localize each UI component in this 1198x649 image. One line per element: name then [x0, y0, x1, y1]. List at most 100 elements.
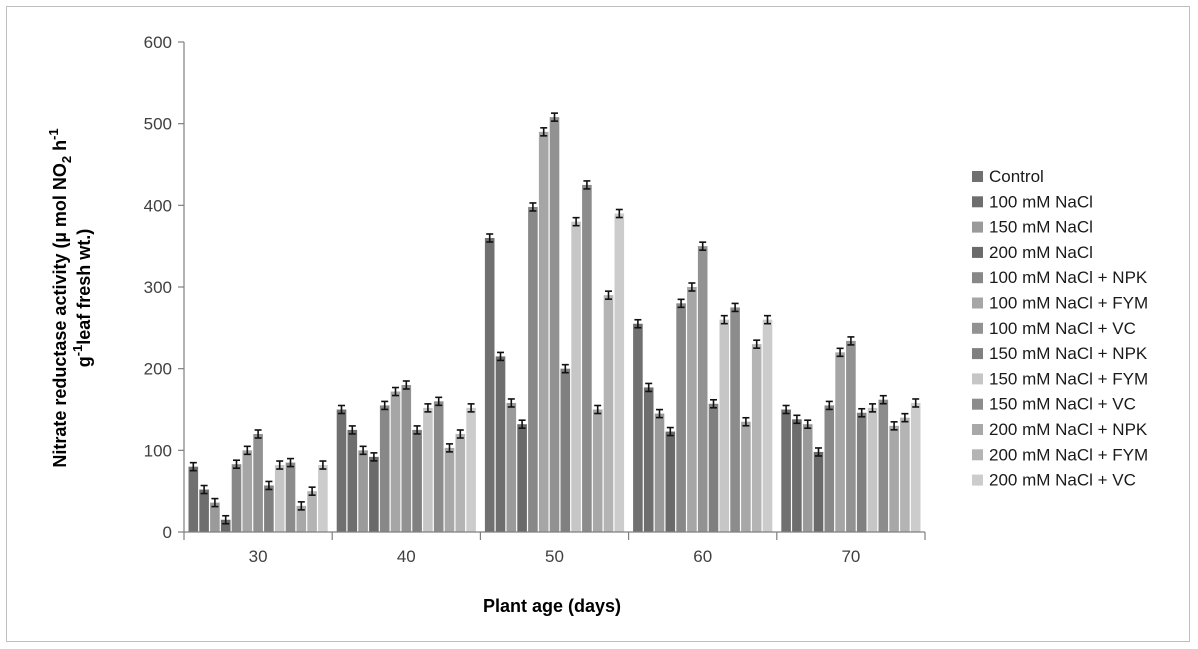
bar [199, 489, 209, 532]
bar [231, 464, 242, 532]
legend-label: 100 mM NaCl + FYM [989, 294, 1148, 313]
bar [762, 319, 773, 532]
error-bar [858, 407, 866, 418]
legend-swatch [972, 221, 983, 233]
error-bar [869, 403, 876, 413]
y-tick-label: 100 [144, 441, 172, 460]
legend-swatch [972, 196, 983, 208]
legend-item: 200 mM NaCl [972, 243, 1093, 262]
error-bar [467, 403, 475, 413]
y-axis-title: Nitrate reductase activity (µ mol NO2 h-… [46, 128, 94, 467]
bar [719, 319, 730, 532]
bar [412, 429, 422, 532]
legend-swatch [972, 449, 983, 461]
bar [856, 412, 867, 532]
bar [379, 405, 390, 532]
error-bar [222, 514, 230, 525]
bar [654, 413, 665, 532]
bar [307, 491, 317, 532]
error-bar [815, 447, 822, 457]
error-bar [782, 404, 790, 415]
legend-swatch [972, 272, 983, 284]
x-tick-label: 30 [249, 547, 268, 566]
bar [708, 403, 719, 532]
legend-item: 200 mM NaCl + FYM [972, 445, 1148, 464]
error-bar [486, 233, 494, 243]
error-bar [901, 412, 909, 423]
bar [220, 519, 231, 532]
error-bar [189, 461, 197, 472]
legend-label: 200 mM NaCl + NPK [989, 420, 1148, 439]
bar [528, 206, 538, 532]
bar [274, 465, 285, 532]
error-bar [359, 445, 367, 456]
legend-item: 150 mM NaCl + NPK [972, 344, 1148, 363]
bar [889, 425, 899, 532]
error-bar [402, 380, 410, 390]
error-bar [572, 216, 580, 227]
bar [582, 184, 592, 532]
error-bar [645, 382, 653, 393]
error-bar [551, 112, 558, 122]
legend-item: 150 mM NaCl + FYM [972, 369, 1148, 388]
legend-swatch [972, 373, 983, 385]
error-bar [200, 484, 208, 495]
y-tick-label: 300 [144, 278, 172, 297]
bar [665, 431, 676, 532]
bar [264, 485, 274, 532]
bar [824, 405, 835, 532]
bar [466, 407, 476, 532]
legend-label: 200 mM NaCl + VC [989, 471, 1136, 490]
chart-frame [6, 6, 1190, 642]
error-bar [764, 314, 771, 325]
y-tick-label: 500 [144, 115, 172, 134]
bar [401, 385, 412, 532]
bar [495, 356, 506, 532]
legend-label: 150 mM NaCl [989, 218, 1093, 237]
bar [676, 303, 686, 532]
bar [878, 399, 889, 532]
bar [538, 131, 549, 533]
legend-swatch [972, 474, 983, 486]
bar [433, 401, 444, 532]
legend-label: 200 mM NaCl [989, 243, 1093, 262]
legend-label: 150 mM NaCl + VC [989, 395, 1136, 414]
error-bar [634, 318, 642, 329]
legend-swatch [972, 171, 983, 182]
bar [730, 307, 740, 532]
y-tick-label: 200 [144, 360, 172, 379]
legend-label: 100 mM NaCl [989, 192, 1093, 211]
bar [633, 323, 643, 532]
error-bar [319, 460, 327, 470]
error-bar [605, 290, 612, 300]
bar [358, 450, 368, 532]
legend-swatch [972, 246, 983, 258]
error-bar [243, 445, 251, 456]
bar [741, 421, 751, 532]
legend-item: 200 mM NaCl + VC [972, 471, 1136, 490]
legend-label: Control [989, 167, 1044, 186]
bar [614, 213, 625, 532]
legend-label: 200 mM NaCl + FYM [989, 445, 1148, 464]
legend-item: Control [972, 167, 1044, 186]
legend-item: 150 mM NaCl [972, 218, 1093, 237]
error-bar [370, 452, 378, 462]
error-bar [413, 425, 421, 435]
y-tick-label: 400 [144, 196, 172, 215]
error-bar [338, 404, 345, 415]
bar [592, 409, 603, 532]
legend: Control 100 mM NaCl 150 mM NaCl 200 mM NaCl… [972, 167, 1148, 490]
legend-label: 150 mM NaCl + NPK [989, 344, 1148, 363]
bar [517, 424, 527, 532]
error-bar [561, 363, 569, 374]
y-tick-label: 0 [163, 523, 172, 542]
error-bar [529, 202, 537, 212]
bar [336, 409, 347, 532]
y-tick-label: 600 [144, 33, 172, 52]
error-bar [912, 398, 920, 408]
error-bar [392, 386, 399, 397]
x-axis-title: Plant age (days) [483, 596, 621, 616]
x-tick-label: 40 [397, 547, 416, 566]
error-bar [656, 408, 663, 419]
